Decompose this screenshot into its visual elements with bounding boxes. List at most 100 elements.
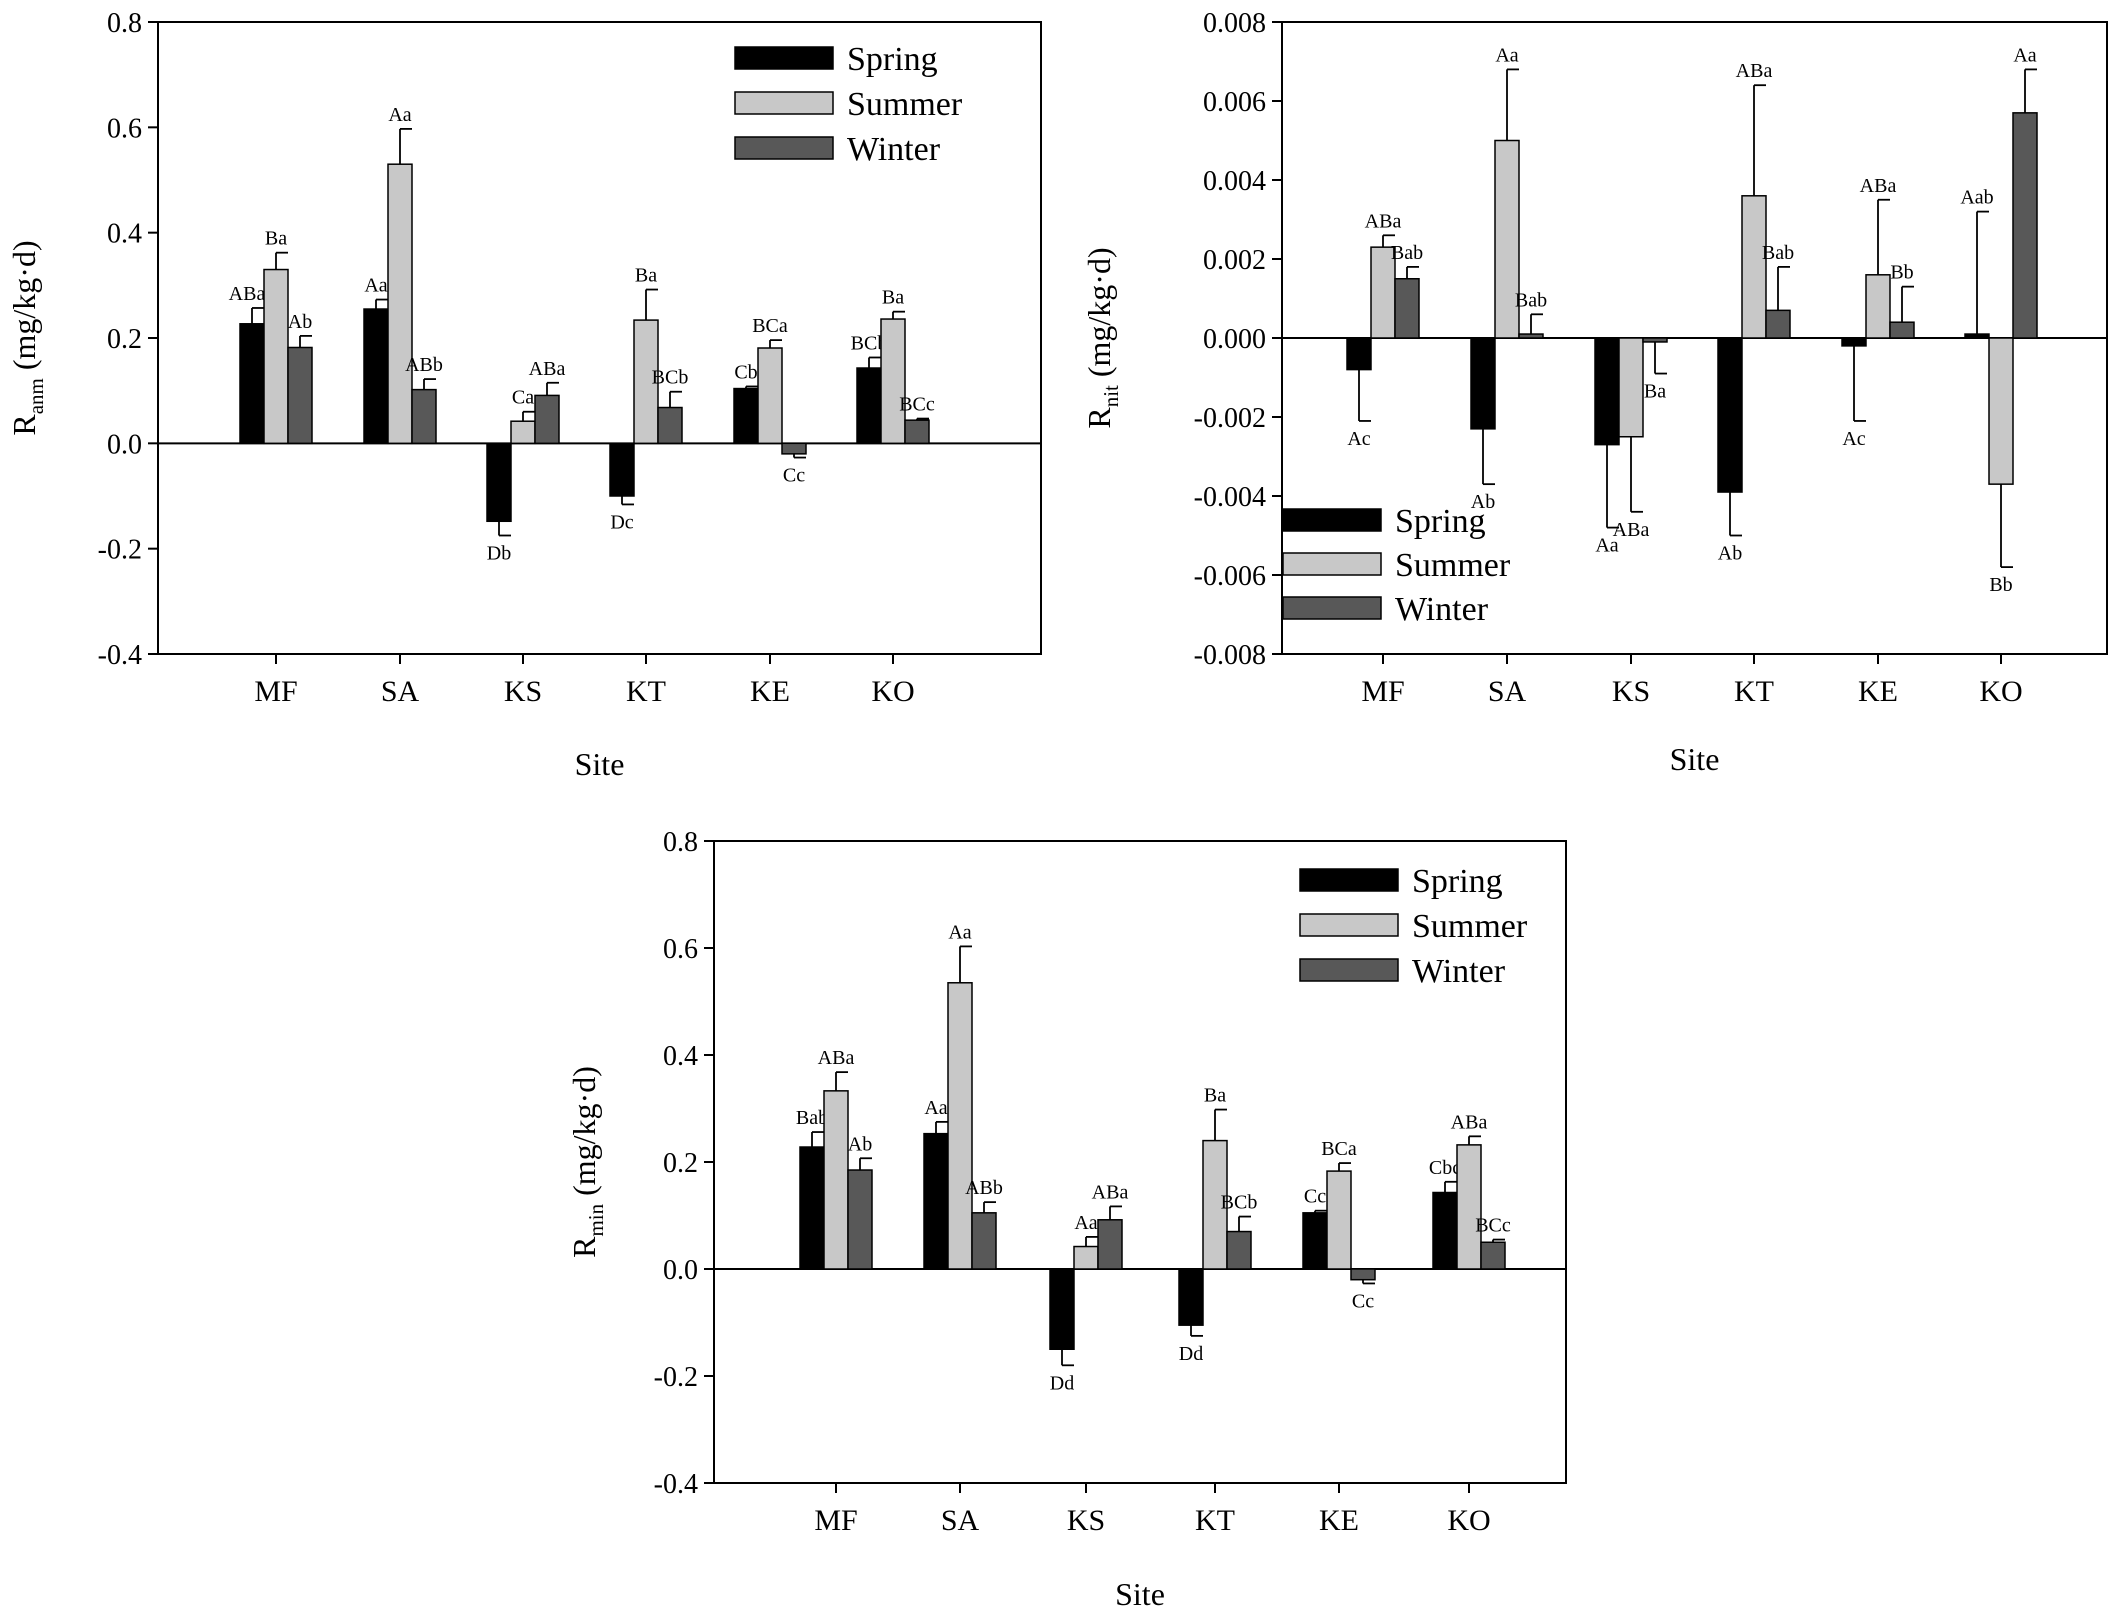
bar-summer (1073, 1245, 1099, 1270)
bar-winter (1642, 337, 1668, 343)
significance-label: Bb (1890, 262, 1913, 284)
significance-label: Aa (388, 104, 411, 126)
x-axis-label: Site (1670, 741, 1720, 777)
legend-label-spring: Spring (847, 41, 938, 78)
x-tick-label: MF (1361, 675, 1404, 708)
legend-swatch-winter (1282, 596, 1382, 620)
x-tick-label: KT (1195, 1504, 1235, 1537)
bar-summer (1741, 195, 1767, 339)
bar-spring (1302, 1212, 1328, 1270)
significance-label: Aa (1074, 1212, 1097, 1234)
bar-winter (287, 346, 313, 445)
x-tick-label: KS (1612, 675, 1650, 708)
bar-spring (239, 323, 265, 445)
legend-swatch-spring (1299, 868, 1399, 892)
y-tick-label: 0.2 (663, 1148, 698, 1179)
bar-summer (823, 1090, 849, 1270)
significance-label: ABa (1092, 1181, 1129, 1203)
significance-label: Ba (1644, 381, 1666, 403)
significance-label: Ac (1842, 428, 1865, 450)
x-tick-label: KE (1319, 1504, 1359, 1537)
significance-label: Dd (1179, 1343, 1203, 1365)
significance-label: Cc (1352, 1290, 1374, 1312)
significance-label: ABa (529, 358, 566, 380)
y-tick-label: 0.008 (1203, 8, 1266, 39)
significance-label: Aa (1495, 44, 1518, 66)
legend-label-winter: Winter (847, 131, 941, 168)
bar-summer (757, 347, 783, 445)
significance-label: Cbc (1429, 1157, 1461, 1179)
significance-label: Cc (783, 465, 805, 487)
legend-swatch-summer (1282, 552, 1382, 576)
bar-spring (733, 387, 759, 445)
y-tick-label: 0.0 (663, 1255, 698, 1286)
significance-label: BCb (851, 332, 888, 354)
bar-summer (1456, 1144, 1482, 1270)
bar-summer (947, 982, 973, 1270)
significance-label: Ab (1471, 491, 1495, 513)
significance-label: Bab (1762, 242, 1794, 264)
significance-label: Ac (1347, 428, 1370, 450)
bar-spring (1841, 337, 1867, 347)
y-tick-label: 0.4 (107, 219, 142, 250)
x-axis-label: Site (1115, 1576, 1165, 1612)
y-tick-label: 0.006 (1203, 87, 1266, 118)
bar-winter (1394, 278, 1420, 339)
significance-label: BCc (899, 394, 935, 416)
x-tick-label: MF (814, 1504, 857, 1537)
significance-label: Ab (288, 311, 312, 333)
legend-label-spring: Spring (1395, 503, 1486, 540)
y-tick-label: -0.006 (1194, 561, 1266, 592)
bar-winter (1765, 309, 1791, 339)
bar-summer (1988, 337, 2014, 485)
significance-label: ABb (965, 1177, 1003, 1199)
legend-label-summer: Summer (1395, 547, 1511, 584)
x-tick-label: KO (1979, 675, 2022, 708)
x-tick-label: KO (1447, 1504, 1490, 1537)
y-tick-label: -0.2 (654, 1362, 698, 1393)
x-tick-label: KS (504, 675, 542, 708)
significance-label: Ba (265, 228, 287, 250)
significance-label: ABa (1365, 210, 1402, 232)
bar-summer (880, 318, 906, 445)
y-tick-label: 0.002 (1203, 245, 1266, 276)
significance-label: Ca (512, 387, 534, 409)
bar-winter (1889, 321, 1915, 339)
y-tick-label: 0.2 (107, 324, 142, 355)
bar-summer (387, 163, 413, 445)
significance-label: BCa (752, 315, 788, 337)
bar-winter (1518, 333, 1544, 339)
significance-label: ABb (405, 354, 443, 376)
bar-summer (1618, 337, 1644, 438)
y-tick-label: -0.008 (1194, 640, 1266, 671)
significance-label: ABa (1451, 1111, 1488, 1133)
bar-summer (633, 319, 659, 445)
x-tick-label: SA (1488, 675, 1527, 708)
significance-label: Bab (1391, 242, 1423, 264)
significance-label: Bab (1515, 289, 1547, 311)
significance-label: Aa (948, 921, 971, 943)
significance-label: BCb (652, 367, 689, 389)
legend-label-summer: Summer (1412, 908, 1528, 945)
legend-label-winter: Winter (1412, 953, 1506, 990)
x-tick-label: KS (1067, 1504, 1105, 1537)
bar-spring (1346, 337, 1372, 371)
bar-spring (1964, 333, 1990, 339)
x-tick-label: SA (941, 1504, 980, 1537)
bar-summer (510, 420, 536, 445)
significance-label: Cb (734, 361, 757, 383)
significance-label: ABa (1736, 60, 1773, 82)
bar-winter (534, 394, 560, 445)
significance-label: Ab (1718, 543, 1742, 565)
legend-label-spring: Spring (1412, 863, 1503, 900)
bar-winter (1350, 1268, 1376, 1281)
y-axis-label: Rmin (mg/kg·d) (566, 1066, 608, 1258)
legend-label-winter: Winter (1395, 591, 1489, 628)
y-tick-label: -0.4 (98, 640, 142, 671)
significance-label: Cc (1304, 1186, 1326, 1208)
y-tick-label: -0.4 (654, 1469, 698, 1500)
significance-label: Ba (882, 287, 904, 309)
bar-winter (781, 442, 807, 455)
y-tick-label: 0.6 (663, 934, 698, 965)
bar-spring (1717, 337, 1743, 493)
